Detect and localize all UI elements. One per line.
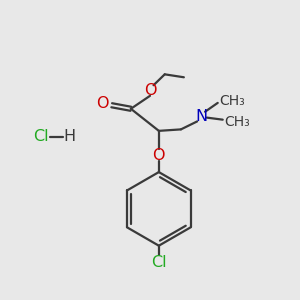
Text: Cl: Cl — [151, 255, 167, 270]
Text: O: O — [144, 83, 156, 98]
Text: CH₃: CH₃ — [224, 115, 250, 129]
Text: Cl: Cl — [33, 129, 49, 144]
Text: H: H — [63, 129, 75, 144]
Text: CH₃: CH₃ — [219, 94, 245, 107]
Text: O: O — [153, 148, 165, 164]
Text: N: N — [196, 109, 208, 124]
Text: O: O — [96, 96, 108, 111]
